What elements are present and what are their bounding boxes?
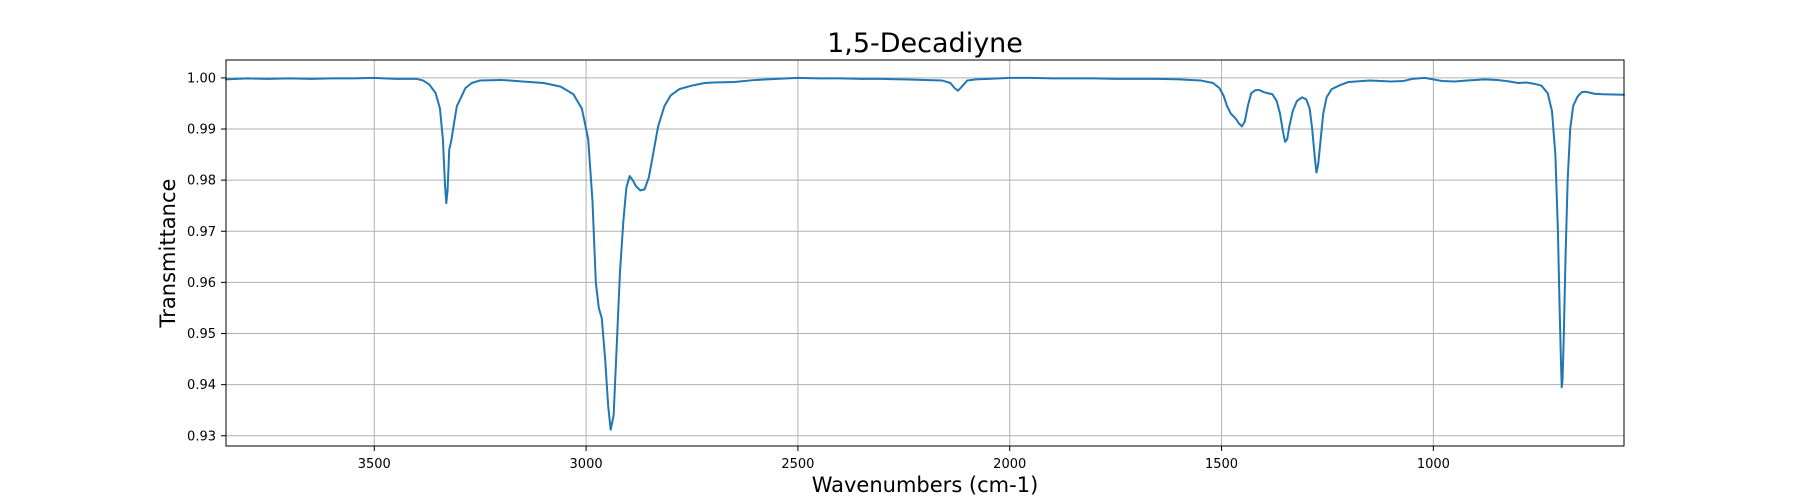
chart-title: 1,5-Decadiyne — [827, 28, 1023, 59]
y-tick-label: 0.98 — [187, 174, 216, 189]
plot-frame — [225, 59, 1625, 447]
spectrum-series-line — [225, 76, 1625, 431]
y-tick-label: 0.93 — [187, 429, 216, 444]
y-tick-label: 1.00 — [187, 71, 216, 86]
y-tick-label: 0.94 — [187, 378, 216, 393]
x-tick-label: 2000 — [993, 457, 1026, 472]
grid-lines — [226, 60, 1624, 446]
x-tick-label: 2500 — [781, 457, 814, 472]
x-tick-label: 3500 — [358, 457, 391, 472]
x-tick-label: 3000 — [570, 457, 603, 472]
x-tick-label: 1000 — [1417, 457, 1450, 472]
y-tick-label: 0.95 — [187, 327, 216, 342]
series-layer — [225, 76, 1625, 431]
tick-layer: 3500 3000 2500 2000 1500 1000 0.93 0.94 0.95 0.96… — [187, 71, 1450, 472]
y-tick-label: 0.96 — [187, 276, 216, 291]
y-tick-label: 0.97 — [187, 225, 216, 240]
y-axis-label: Transmittance — [156, 179, 180, 329]
x-axis-label: Wavenumbers (cm-1) — [812, 473, 1039, 497]
y-tick-label: 0.99 — [187, 123, 216, 138]
x-tick-label: 1500 — [1205, 457, 1238, 472]
